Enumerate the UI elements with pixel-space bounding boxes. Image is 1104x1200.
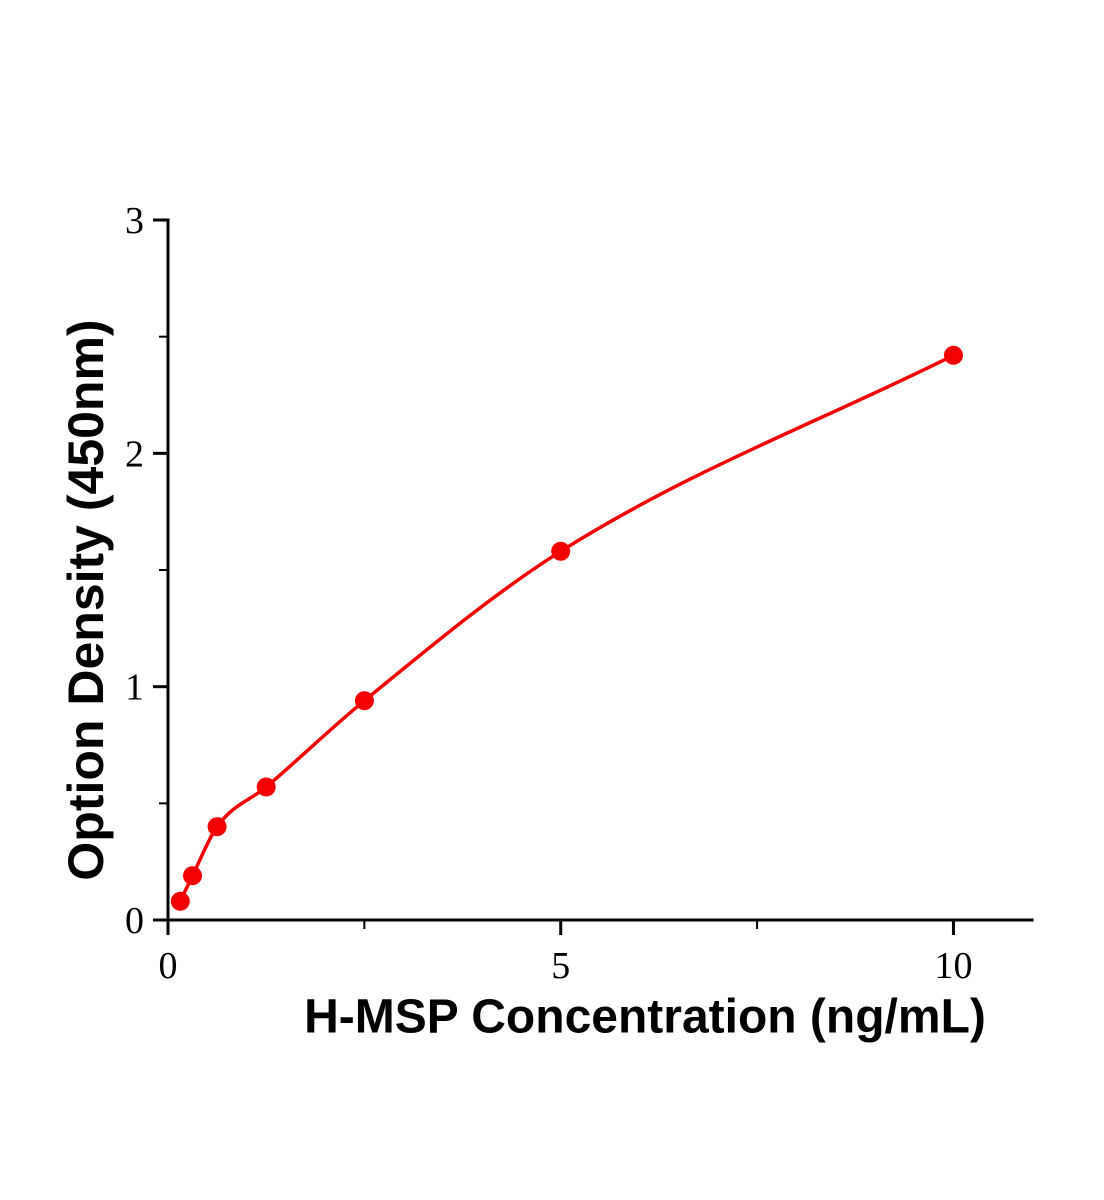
data-point xyxy=(256,777,276,797)
data-point xyxy=(944,345,963,365)
data-point xyxy=(207,817,227,837)
x-tick-label: 0 xyxy=(159,945,178,987)
x-tick-label: 10 xyxy=(934,945,972,987)
x-axis-label: H-MSP Concentration (ng/mL) xyxy=(304,990,986,1044)
y-axis-label: Option Density (450nm) xyxy=(58,319,114,881)
axes-frame xyxy=(166,218,1034,922)
y-tick-label: 3 xyxy=(125,200,144,242)
data-point xyxy=(354,691,374,711)
y-tick-label: 1 xyxy=(125,667,144,709)
fit-curve xyxy=(178,353,956,904)
data-point xyxy=(170,891,190,911)
x-tick-label: 5 xyxy=(551,945,570,987)
y-tick-label: 2 xyxy=(125,433,144,475)
y-tick-label: 0 xyxy=(125,900,144,942)
data-point xyxy=(551,541,571,561)
data-point xyxy=(183,866,202,886)
